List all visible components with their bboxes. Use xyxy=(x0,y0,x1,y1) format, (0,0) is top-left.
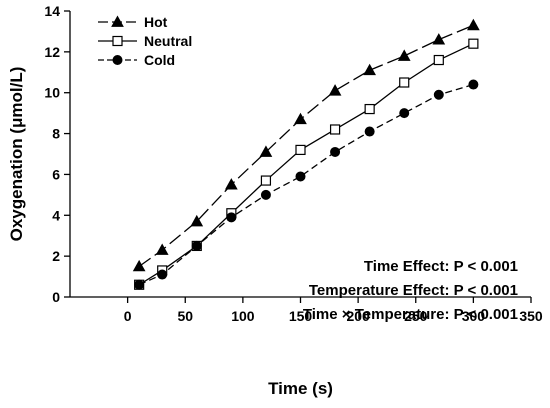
x-tick-label: 250 xyxy=(404,308,428,324)
stat-annotation: Temperature Effect: P < 0.001 xyxy=(309,282,518,299)
x-tick-label: 100 xyxy=(231,308,255,324)
series-layer xyxy=(132,18,480,290)
series-neutral-point xyxy=(295,144,306,156)
x-tick-label: 0 xyxy=(124,308,132,324)
x-tick-label: 300 xyxy=(462,308,486,324)
series-neutral xyxy=(134,38,479,290)
series-cold-point xyxy=(191,240,202,251)
series-cold-point xyxy=(468,79,479,90)
series-hot-point xyxy=(363,63,376,76)
x-tick-label: 200 xyxy=(346,308,370,324)
series-hot-point xyxy=(155,243,169,255)
legend-marker xyxy=(112,55,123,65)
stat-annotation: Time Effect: P < 0.001 xyxy=(364,258,518,275)
legend-item-cold: Cold xyxy=(98,52,175,68)
series-hot-point xyxy=(225,178,238,190)
legend-item-neutral: Neutral xyxy=(98,33,192,49)
series-neutral-line xyxy=(138,43,474,286)
stat-annotation: Time × Temperature: P < 0.001 xyxy=(303,306,518,323)
series-hot-point xyxy=(432,33,446,45)
y-axis-title: Oxygenation (μmol/L) xyxy=(7,67,26,242)
series-hot-point xyxy=(294,112,307,125)
series-hot-point xyxy=(190,214,204,227)
series-hot-point xyxy=(467,18,480,31)
series-hot-point xyxy=(328,84,342,96)
legend-item-hot: Hot xyxy=(98,14,168,30)
series-neutral-point xyxy=(364,103,375,115)
series-cold-point xyxy=(157,269,168,280)
series-cold-point xyxy=(433,89,444,100)
y-tick-label: 2 xyxy=(52,248,60,264)
series-cold-point xyxy=(295,171,306,182)
x-tick-label: 50 xyxy=(177,308,193,324)
legend-marker xyxy=(111,15,124,27)
series-cold-point xyxy=(260,189,271,200)
y-tick-label: 14 xyxy=(44,3,60,19)
legend-marker xyxy=(112,35,123,47)
series-neutral-point xyxy=(329,124,341,135)
series-hot xyxy=(132,18,480,272)
series-cold-point xyxy=(330,146,341,157)
legend-label: Hot xyxy=(144,14,168,30)
axes: 0 2 4 6 8 10 12 14 0 50 100 150 200 250 300 350 xyxy=(44,3,542,324)
series-cold-point xyxy=(226,212,237,223)
x-tick-label: 150 xyxy=(289,308,313,324)
y-tick-label: 12 xyxy=(44,44,60,60)
y-tick-label: 4 xyxy=(52,207,60,223)
annotations: Time Effect: P < 0.001 Temperature Effect… xyxy=(303,258,518,323)
series-cold xyxy=(134,79,479,290)
series-hot-point xyxy=(397,49,411,61)
x-tick-label: 350 xyxy=(519,308,543,324)
series-hot-point xyxy=(259,145,273,157)
series-cold-point xyxy=(399,108,410,119)
series-cold-point xyxy=(364,126,375,137)
series-neutral-point xyxy=(260,175,272,186)
series-hot-point xyxy=(132,259,146,272)
y-tick-label: 8 xyxy=(52,126,60,142)
series-cold-line xyxy=(138,83,474,286)
x-axis-title: Time (s) xyxy=(268,379,333,398)
y-tick-label: 0 xyxy=(52,289,60,305)
legend-label: Cold xyxy=(144,52,175,68)
y-tick-label: 6 xyxy=(52,166,60,182)
legend: Hot Neutral Cold xyxy=(98,14,192,68)
series-neutral-point xyxy=(399,77,410,88)
legend-label: Neutral xyxy=(144,33,192,49)
series-neutral-point xyxy=(433,54,444,66)
y-tick-label: 10 xyxy=(44,85,60,101)
series-neutral-point xyxy=(468,38,479,49)
series-cold-point xyxy=(134,279,145,290)
